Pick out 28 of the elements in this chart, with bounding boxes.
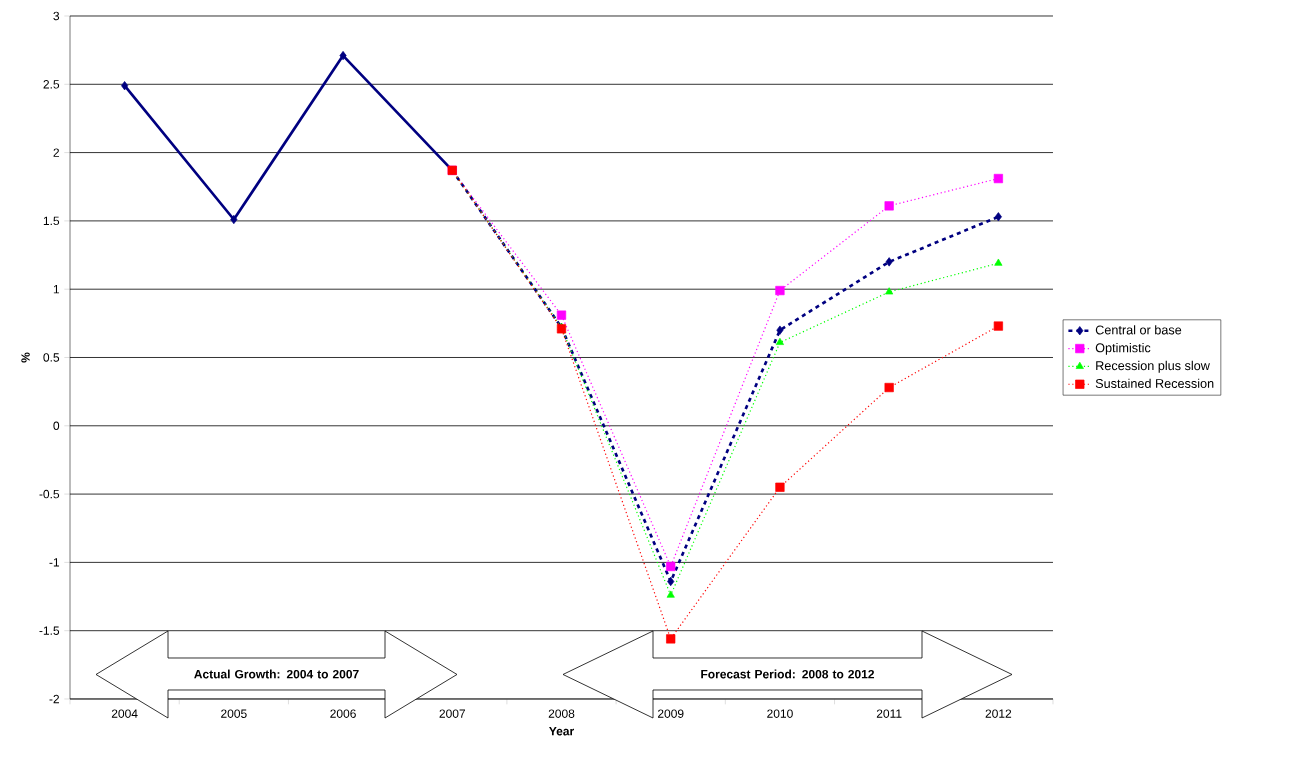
annotation: Actual Growth: 2004 to 2007: [194, 669, 359, 679]
legend-label: Recession plus slow: [1096, 360, 1210, 373]
y-tick-label: 1.5: [43, 216, 60, 226]
y-tick-label: 2.5: [43, 80, 60, 89]
legend-label: Central or base: [1095, 325, 1182, 335]
x-tick-label: 2008: [548, 709, 575, 718]
y-tick-label: -1.5: [39, 626, 60, 635]
x-tick-label: 2004: [111, 709, 138, 718]
y-tick-label: 0: [53, 421, 60, 431]
y-tick-label: 0.5: [43, 353, 60, 362]
y-tick-label: -0.5: [39, 489, 60, 499]
x-tick-label: 2009: [657, 709, 684, 718]
y-axis-title: %: [21, 352, 30, 363]
y-tick-label: 1: [53, 285, 60, 294]
y-tick-label: -2: [49, 694, 59, 704]
y-tick-label: -1: [49, 558, 60, 567]
x-tick-label: 2005: [221, 709, 247, 718]
y-tick-label: 3: [53, 11, 60, 21]
x-tick-label: 2006: [330, 709, 356, 718]
annotation: Forecast Period: 2008 to 2012: [701, 669, 875, 679]
x-tick-label: 2010: [767, 709, 793, 718]
y-tick-label: 2: [53, 148, 59, 157]
legend-label: Sustained Recession: [1095, 378, 1214, 388]
x-tick-label: 2007: [439, 709, 466, 718]
x-tick-label: 2012: [985, 709, 1012, 718]
legend-label: Optimistic: [1095, 342, 1151, 355]
x-axis-title: Year: [549, 727, 574, 736]
x-tick-label: 2011: [876, 709, 902, 718]
